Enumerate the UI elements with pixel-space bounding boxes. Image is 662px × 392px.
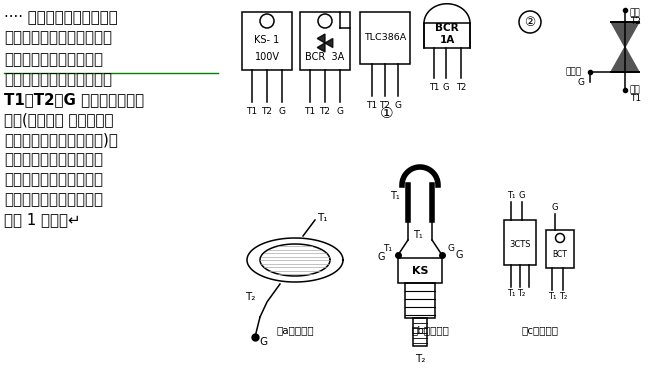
Text: 控制极: 控制极 [565,67,581,76]
Text: T1: T1 [630,94,641,103]
Text: G: G [519,191,525,200]
Text: 下，面对标有字符的一面)。: 下，面对标有字符的一面)。 [4,132,118,147]
Text: T2: T2 [456,83,466,92]
Text: G: G [377,252,385,262]
Text: G: G [551,203,558,212]
Text: T₂: T₂ [559,292,567,301]
Text: 3CTS: 3CTS [509,240,531,249]
Text: T2: T2 [261,107,273,116]
Text: ···· 双向可控硅的规格、型: ···· 双向可控硅的规格、型 [4,10,118,25]
Text: 100V: 100V [254,52,279,62]
Bar [360,12,410,64]
Text: T₂: T₂ [415,354,425,364]
Text: 电极: 电极 [630,85,641,94]
Bar [398,258,442,283]
Text: T1: T1 [429,83,439,92]
Text: G: G [395,101,401,110]
Text: T1: T1 [305,107,316,116]
Text: BCT: BCT [553,250,567,259]
Text: TLC386A: TLC386A [364,33,406,42]
Text: ②: ② [524,16,536,29]
Text: BCR  3A: BCR 3A [305,52,345,62]
Text: T₁: T₁ [317,213,328,223]
Polygon shape [611,47,639,72]
Text: T2: T2 [379,101,391,110]
Text: G: G [455,250,463,260]
Text: 的外形及电极引脚排列如: 的外形及电极引脚排列如 [4,192,103,207]
Text: G: G [577,78,584,87]
Text: G: G [448,243,455,252]
Polygon shape [611,22,639,47]
Text: T₁: T₁ [548,292,556,301]
Text: G: G [259,337,267,347]
Text: （a）平板型: （a）平板型 [276,325,314,335]
Bar [242,12,292,70]
Text: KS: KS [412,266,428,276]
Text: （b）螺栓型: （b）螺栓型 [411,325,449,335]
Text: T2: T2 [630,17,641,26]
Polygon shape [317,43,325,52]
Text: 下图 1 所示。↵: 下图 1 所示。↵ [4,212,81,227]
Text: T₁: T₁ [383,243,392,252]
Text: T₁: T₁ [413,230,423,240]
Text: T1、T2、G 的顺序从左至右: T1、T2、G 的顺序从左至右 [4,92,144,107]
Text: 电极: 电极 [630,8,641,17]
Text: T₁: T₁ [507,191,515,200]
Bar [300,12,350,70]
Text: ①: ① [380,106,394,121]
Text: G: G [279,107,285,116]
Polygon shape [325,38,333,47]
Text: G: G [443,83,449,92]
Text: 号、外形以及电极引脚排列: 号、外形以及电极引脚排列 [4,30,112,45]
Text: 目前市场上最常见的几种: 目前市场上最常见的几种 [4,152,103,167]
Text: 排列(观察时， 电极引脚向: 排列(观察时， 电极引脚向 [4,112,113,127]
Bar [405,283,435,318]
Text: 同，但其电极引脚多数是按: 同，但其电极引脚多数是按 [4,72,112,87]
Text: 1A: 1A [440,35,455,45]
Text: T1: T1 [367,101,377,110]
Text: （c）塑封型: （c）塑封型 [522,325,559,335]
Text: 依生产厂家不同而有所不: 依生产厂家不同而有所不 [4,52,103,67]
Text: T2: T2 [320,107,330,116]
Text: G: G [336,107,344,116]
Text: T₂: T₂ [517,289,525,298]
Text: 塑封外形结构双向可控硅: 塑封外形结构双向可控硅 [4,172,103,187]
Bar [424,23,470,48]
Bar [546,230,574,268]
Text: T₂: T₂ [245,292,256,302]
Bar [504,220,536,265]
Text: T1: T1 [246,107,258,116]
Bar [413,318,427,346]
Text: KS- 1: KS- 1 [254,35,279,45]
Text: T₁: T₁ [391,191,400,201]
Text: T₁: T₁ [507,289,515,298]
Polygon shape [317,34,325,43]
Text: BCR: BCR [435,23,459,33]
